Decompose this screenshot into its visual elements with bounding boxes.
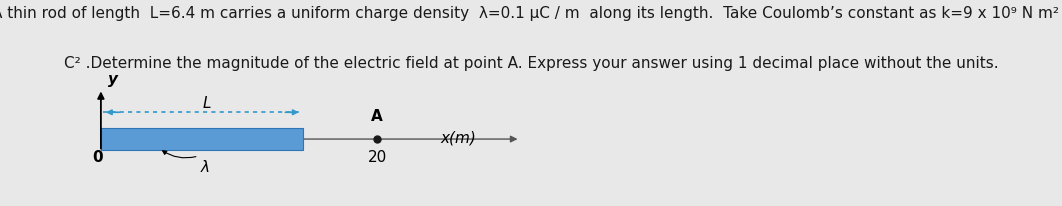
Text: y: y <box>108 71 118 87</box>
Text: 0: 0 <box>92 150 103 165</box>
Text: A: A <box>371 109 383 124</box>
Text: 20: 20 <box>367 150 387 165</box>
Text: $\lambda$: $\lambda$ <box>200 159 210 175</box>
Text: C² .Determine the magnitude of the electric field at point A. Express your answe: C² .Determine the magnitude of the elect… <box>64 56 998 71</box>
Text: x(m): x(m) <box>441 131 477 145</box>
Bar <box>101 128 303 150</box>
Text: L: L <box>203 96 211 111</box>
Text: A thin rod of length  L=6.4 m carries a uniform charge density  λ=0.1 μC / m  al: A thin rod of length L=6.4 m carries a u… <box>0 6 1062 21</box>
